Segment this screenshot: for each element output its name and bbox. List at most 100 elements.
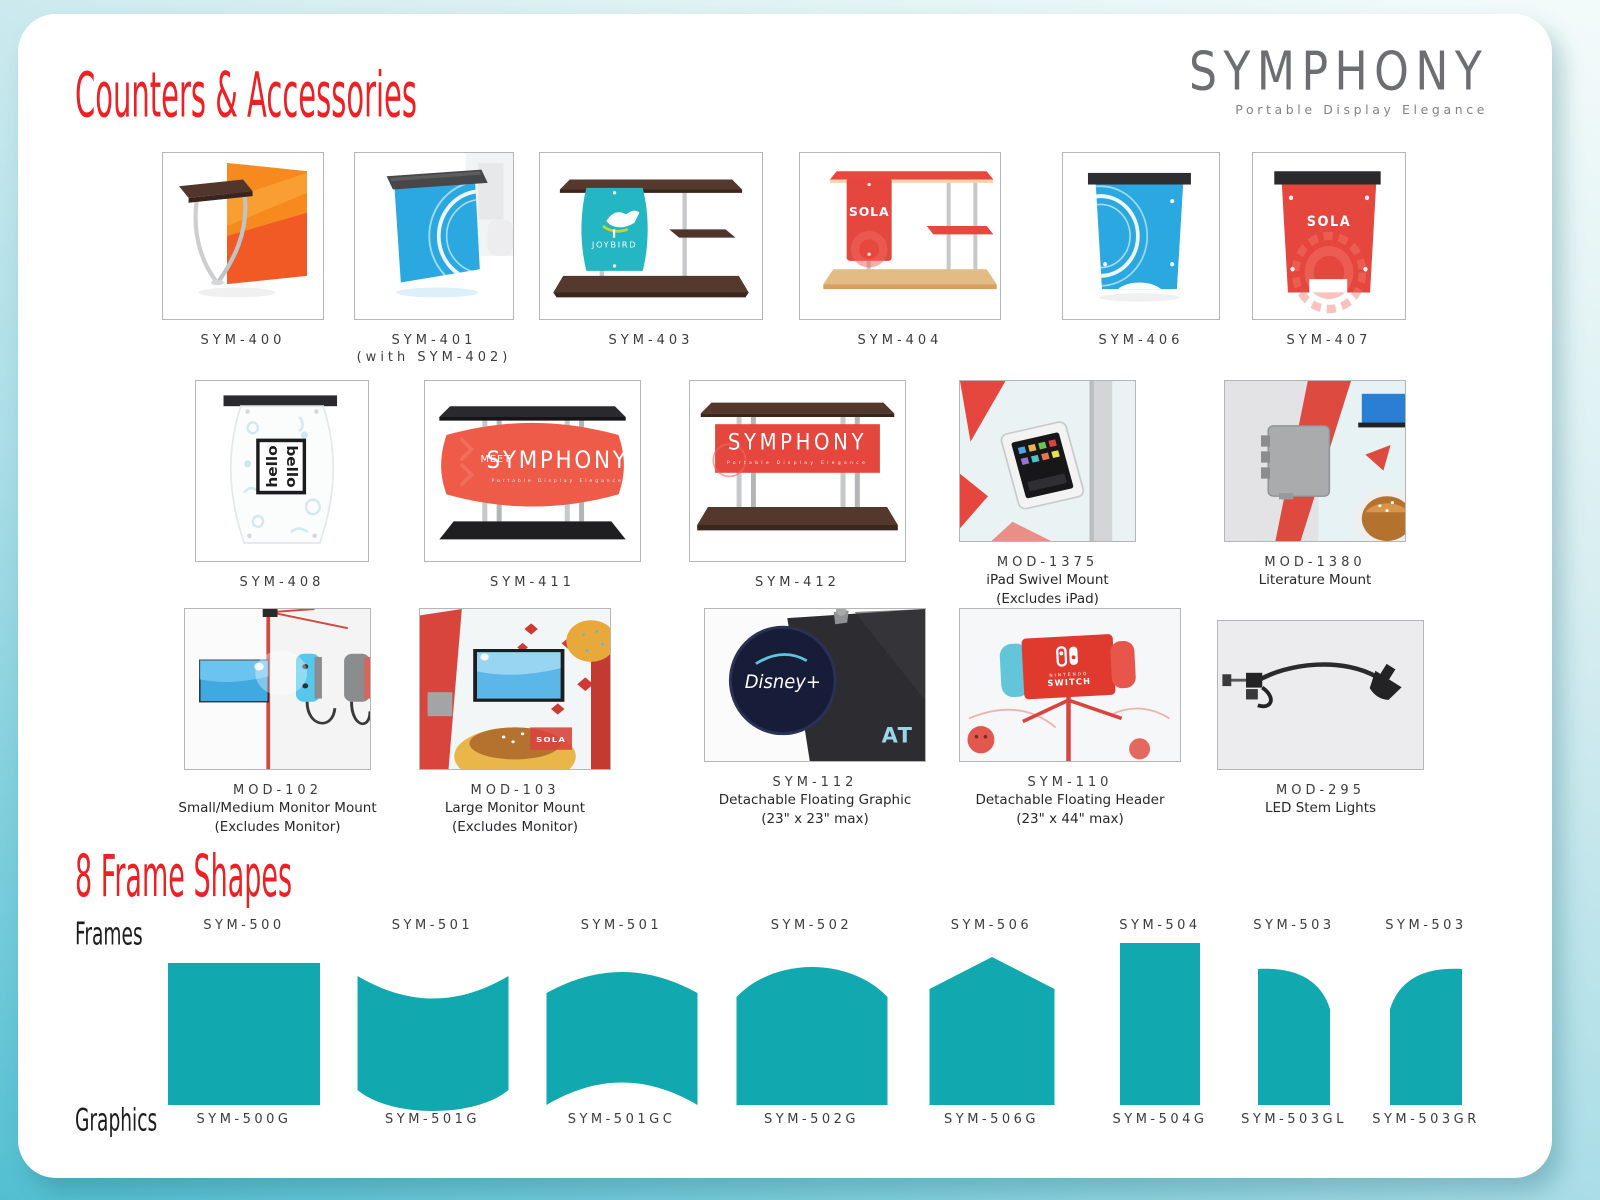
product-sym-110: NINTENDO SWITCH SYM-110 Detachable Float… [959, 608, 1181, 829]
frame-code: SYM-501 [580, 918, 663, 933]
graphic-code: SYM-506G [944, 1112, 1039, 1127]
product-image-mod-295 [1217, 620, 1424, 770]
product-mod-102: MOD-102 Small/Medium Monitor Mount (Excl… [178, 608, 377, 837]
joybird-logo-text: JOYBIRD [591, 240, 637, 250]
graphic-code: SYM-501G [385, 1112, 480, 1127]
product-description: LED Stem Lights [1264, 800, 1377, 816]
mount-illustration [185, 609, 370, 769]
product-sym-401: SYM-401 (with SYM-402) [354, 152, 514, 365]
mount-illustration: SOLA [420, 609, 610, 769]
graphics-row-label: Graphics [75, 1102, 158, 1139]
nintendo-text: NINTENDO [1049, 671, 1088, 678]
bello-text: bello [283, 445, 301, 487]
graphic-code: SYM-500G [196, 1112, 292, 1127]
product-code: MOD-103 [470, 783, 560, 798]
product-code: SYM-406 [1098, 333, 1184, 348]
product-image-sym-404: SOLA [799, 152, 1001, 320]
product-mod-295: MOD-295 LED Stem Lights [1217, 620, 1424, 817]
counter-illustration: SYMPHONY Portable Display Elegance [697, 402, 898, 531]
product-image-sym-110: NINTENDO SWITCH [959, 608, 1181, 762]
counter-illustration: JOYBIRD [553, 179, 749, 298]
frame-shape-sym-503-left: SYM-503 SYM-503GL [1241, 910, 1343, 1150]
frame-shape-sym-503-right: SYM-503 SYM-503GR [1372, 910, 1476, 1150]
tall-rectangle-shape [1120, 943, 1200, 1105]
product-code: SYM-401 [391, 333, 477, 348]
product-description: Large Monitor Mount [444, 800, 586, 816]
product-mod-103: SOLA MOD-103 Large Monitor Mount (Exclud… [419, 608, 611, 837]
symphony-panel-text: SYMPHONY [487, 447, 629, 474]
product-mod-1375: MOD-1375 iPad Swivel Mount (Excludes iPa… [959, 380, 1136, 609]
product-description: Detachable Floating Graphic [718, 792, 912, 808]
product-image-sym-412: SYMPHONY Portable Display Elegance [689, 380, 906, 562]
frame-code: SYM-502 [770, 918, 853, 933]
page-title: Counters & Accessories [75, 58, 417, 132]
sola-logo-text: SOLA [1307, 214, 1352, 231]
product-code: SYM-400 [200, 333, 286, 348]
counter-illustration: hello bello [223, 395, 338, 544]
product-image-mod-1380 [1224, 380, 1406, 542]
counter-illustration: SOLA [823, 171, 997, 290]
product-image-sym-411: MEET SYMPHONY Portable Display Elegance [424, 380, 641, 562]
product-code: SYM-407 [1286, 333, 1372, 348]
brand-logo: SYMPHONY Portable Display Elegance [1163, 40, 1488, 117]
product-description: Literature Mount [1258, 572, 1372, 588]
disney-plus-text: Disney+ [745, 672, 821, 693]
product-code: SYM-404 [857, 333, 943, 348]
product-image-sym-400 [162, 152, 324, 320]
product-code: SYM-403 [608, 333, 694, 348]
graphic-code: SYM-504G [1112, 1112, 1208, 1127]
product-image-sym-401 [354, 152, 514, 320]
counter-illustration: MEET SYMPHONY Portable Display Elegance [439, 406, 629, 540]
frame-code: SYM-501 [391, 918, 474, 933]
product-image-sym-403: JOYBIRD [539, 152, 763, 320]
product-code: SYM-408 [239, 575, 325, 590]
product-sym-412: SYMPHONY Portable Display Elegance SYM-4… [689, 380, 906, 590]
catalog-page: Counters & Accessories SYMPHONY Portable… [18, 14, 1552, 1178]
sola-small-text: SOLA [536, 735, 566, 743]
product-image-sym-112: Disney+ AT [704, 608, 926, 762]
product-sym-404: SOLA SYM-404 [799, 152, 1001, 348]
concave-top-shape [357, 976, 508, 1111]
frame-shape-sym-504: SYM-504 SYM-504G [1113, 910, 1205, 1150]
switch-text: SWITCH [1047, 676, 1091, 688]
frames-section-title: 8 Frame Shapes [75, 842, 293, 911]
product-sym-411: MEET SYMPHONY Portable Display Elegance … [424, 380, 641, 590]
product-code: MOD-295 [1276, 783, 1365, 798]
frame-shape-sym-501: SYM-501 SYM-501G [355, 910, 510, 1150]
symphony-panel-tagline: Portable Display Elegance [492, 478, 624, 484]
frame-code: SYM-503 [1385, 918, 1467, 933]
product-code: MOD-102 [233, 783, 322, 798]
product-code: SYM-412 [755, 575, 840, 590]
mount-illustration [1225, 381, 1405, 541]
product-code: SYM-411 [490, 575, 575, 590]
symphony-banner-tagline: Portable Display Elegance [727, 460, 868, 466]
graphic-code: SYM-503GR [1372, 1112, 1480, 1127]
frames-row-label: Frames [75, 916, 143, 953]
product-image-sym-406 [1062, 152, 1220, 320]
at-text: AT [882, 723, 914, 748]
graphic-code: SYM-503GL [1241, 1112, 1347, 1127]
product-sym-407: SOLA SYM-407 [1252, 152, 1406, 348]
frame-shape-sym-502: SYM-502 SYM-502G [734, 910, 889, 1150]
product-code: SYM-112 [772, 775, 858, 790]
product-sym-400: SYM-400 [162, 152, 324, 348]
product-description-2: (Excludes Monitor) [214, 819, 341, 836]
product-image-mod-1375 [959, 380, 1136, 542]
dome-concave-bottom-shape [546, 972, 697, 1105]
wave-right-shape [1390, 968, 1462, 1105]
mount-illustration [960, 381, 1135, 541]
frame-shape-sym-501c: SYM-501 SYM-501GC [544, 910, 699, 1150]
graphic-code: SYM-501GC [567, 1112, 676, 1127]
product-mod-1380: MOD-1380 Literature Mount [1224, 380, 1406, 589]
header-illustration: NINTENDO SWITCH [960, 609, 1180, 761]
product-description-2: (23" x 23" max) [761, 811, 869, 828]
product-code: MOD-1380 [1264, 555, 1366, 570]
hello-text: hello [263, 445, 281, 487]
product-description: iPad Swivel Mount [986, 572, 1109, 588]
frame-code: SYM-506 [950, 918, 1033, 933]
rectangle-shape [168, 963, 320, 1105]
frame-code: SYM-500 [203, 918, 285, 933]
counter-illustration [1087, 172, 1191, 302]
graphic-illustration: Disney+ AT [705, 609, 925, 761]
wave-left-shape [1258, 968, 1330, 1105]
